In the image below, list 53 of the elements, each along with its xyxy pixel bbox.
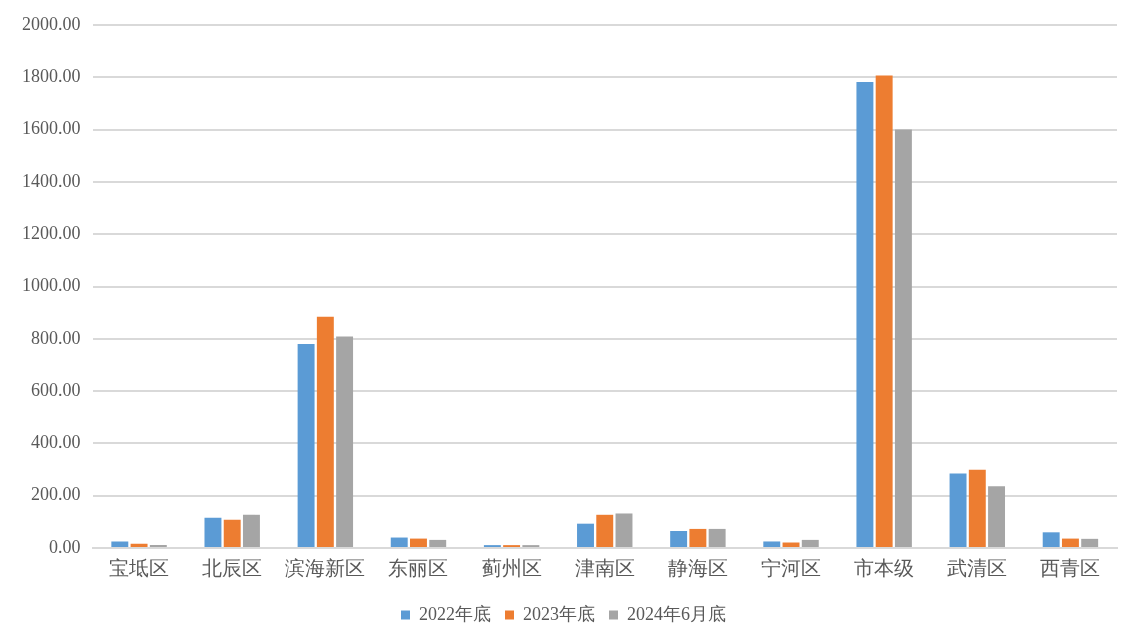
x-tick-label: 静海区 bbox=[667, 557, 728, 580]
bar bbox=[130, 543, 148, 547]
bar bbox=[316, 316, 334, 547]
bar bbox=[204, 517, 222, 547]
y-tick-label: 0.00 bbox=[49, 536, 81, 557]
legend-label: 2022年底 bbox=[419, 603, 491, 624]
bar bbox=[390, 537, 408, 547]
x-tick-label: 市本级 bbox=[854, 557, 915, 580]
bar bbox=[763, 541, 781, 547]
y-tick-label: 1200.00 bbox=[22, 222, 81, 243]
y-tick-label: 2000.00 bbox=[22, 13, 81, 34]
bar bbox=[577, 523, 594, 547]
y-tick-label: 1800.00 bbox=[22, 66, 81, 87]
bar bbox=[410, 538, 427, 547]
bar bbox=[801, 539, 819, 547]
bar bbox=[429, 539, 447, 547]
bar bbox=[894, 129, 912, 547]
x-tick-label: 宁河区 bbox=[761, 557, 822, 580]
y-tick-label: 800.00 bbox=[31, 327, 81, 348]
x-tick-label: 滨海新区 bbox=[285, 557, 366, 580]
bar bbox=[689, 528, 707, 547]
bar bbox=[336, 336, 354, 547]
x-tick-label: 蓟州区 bbox=[481, 557, 542, 580]
bar bbox=[708, 528, 726, 547]
x-tick-label: 西青区 bbox=[1040, 557, 1101, 580]
bar bbox=[615, 513, 633, 547]
y-tick-label: 600.00 bbox=[31, 379, 81, 400]
legend-label: 2024年6月底 bbox=[627, 603, 726, 624]
bar bbox=[223, 519, 241, 547]
y-tick-label: 1400.00 bbox=[22, 170, 81, 191]
bar bbox=[242, 514, 260, 547]
x-tick-label: 宝坻区 bbox=[109, 557, 170, 580]
bar bbox=[856, 82, 874, 547]
bar bbox=[949, 473, 967, 547]
y-tick-label: 400.00 bbox=[31, 432, 81, 453]
x-tick-label: 武清区 bbox=[947, 557, 1008, 580]
bar bbox=[968, 469, 986, 547]
x-tick-label: 东丽区 bbox=[388, 557, 449, 580]
bar bbox=[297, 344, 315, 547]
x-tick-label: 北辰区 bbox=[202, 557, 263, 580]
bar bbox=[111, 541, 129, 547]
bar bbox=[670, 531, 688, 547]
y-tick-label: 1000.00 bbox=[22, 275, 81, 296]
bar bbox=[1042, 532, 1060, 547]
y-tick-label: 200.00 bbox=[31, 484, 81, 505]
y-tick-label: 1600.00 bbox=[22, 118, 81, 139]
bar bbox=[875, 75, 893, 547]
bar bbox=[988, 486, 1006, 547]
x-tick-label: 津南区 bbox=[574, 557, 635, 580]
bar bbox=[596, 514, 614, 547]
bar bbox=[1061, 538, 1079, 547]
legend-label: 2023年底 bbox=[523, 603, 595, 624]
bar bbox=[1081, 538, 1099, 547]
